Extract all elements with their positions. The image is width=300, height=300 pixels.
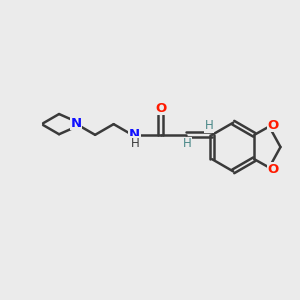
Text: N: N [70,117,82,130]
Text: O: O [268,118,279,131]
Text: N: N [129,128,140,141]
Text: H: H [183,137,192,150]
Text: H: H [205,119,214,132]
Text: O: O [155,102,166,115]
Text: H: H [131,137,140,150]
Text: O: O [268,163,279,176]
